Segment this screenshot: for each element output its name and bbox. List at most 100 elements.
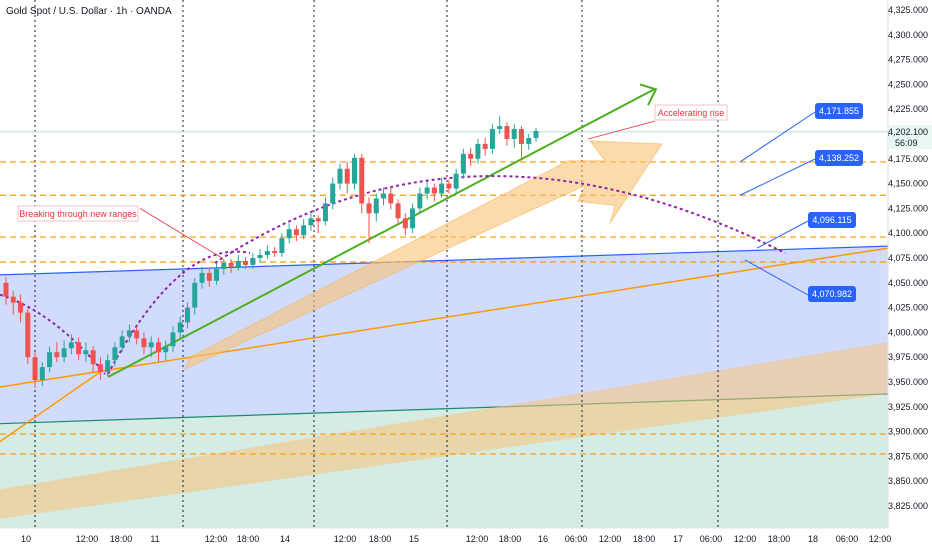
candle-body: [482, 143, 488, 149]
annotation-accelerating: Accelerating rise: [658, 108, 725, 118]
y-tick-label: 4,300.000: [888, 30, 928, 40]
x-tick-label: 18:00: [110, 534, 133, 544]
level-pointer-line: [744, 259, 809, 296]
candle-body: [119, 336, 125, 348]
candle-body: [388, 193, 394, 204]
candle-body: [221, 262, 227, 269]
candle-body: [279, 238, 285, 254]
candle-body: [359, 157, 365, 204]
candle-body: [439, 183, 445, 194]
candle-body: [286, 229, 292, 239]
candle-body: [366, 203, 372, 214]
candle-body: [54, 352, 60, 358]
candle-body: [25, 312, 31, 358]
candle-body: [381, 193, 387, 199]
candle-body: [170, 332, 176, 347]
candle-body: [3, 282, 9, 297]
candle-body: [163, 346, 169, 353]
level-label-box: [815, 103, 863, 119]
level-label-text: 4,171.855: [819, 106, 859, 116]
level-label-text: 4,138.252: [819, 153, 859, 163]
candle-body: [293, 229, 299, 236]
candle-body: [337, 168, 343, 184]
y-tick-label: 4,125.000: [888, 203, 928, 213]
candle-body: [228, 262, 234, 267]
x-tick-label: 12:00: [599, 534, 622, 544]
x-tick-label: 18:00: [369, 534, 392, 544]
level-pointer-line: [739, 111, 816, 163]
green-zone: [0, 393, 888, 528]
orange-trend-line: [0, 247, 889, 388]
current-price-countdown: 56:09: [895, 138, 918, 148]
y-tick-label: 4,100.000: [888, 228, 928, 238]
candle-body: [141, 338, 147, 348]
candle-body: [126, 330, 132, 337]
y-tick-label: 3,950.000: [888, 377, 928, 387]
candle-body: [315, 218, 321, 222]
candle-body: [134, 330, 140, 339]
candle-body: [235, 260, 241, 267]
candle-body: [199, 272, 205, 283]
candle-body: [410, 208, 416, 229]
x-tick-label: 18:00: [768, 534, 791, 544]
x-tick-label: 12:00: [869, 534, 892, 544]
y-tick-label: 4,150.000: [888, 179, 928, 189]
candle-body: [417, 193, 423, 209]
candle-body: [32, 357, 38, 381]
level-pointer-line: [756, 220, 809, 249]
orange-forecast-arrow: [184, 140, 663, 371]
candle-body: [272, 251, 278, 254]
candle-body: [308, 218, 314, 226]
channel-top-line: [0, 245, 889, 276]
annotation-box: [17, 205, 139, 222]
x-tick-label: 12:00: [466, 534, 489, 544]
x-tick-label: 10: [21, 534, 31, 544]
candle-body: [76, 342, 82, 355]
candle-body: [460, 153, 466, 174]
chart-title: Gold Spot / U.S. Dollar · 1h · OANDA: [6, 6, 172, 17]
candle-body: [489, 129, 495, 149]
x-tick-label: 18:00: [633, 534, 656, 544]
level-label-text: 4,096.115: [812, 215, 851, 225]
candle-body: [351, 157, 357, 184]
candle-body: [10, 296, 16, 303]
y-tick-label: 3,825.000: [888, 501, 928, 511]
level-pointer-line: [739, 158, 816, 196]
candle-body: [468, 153, 474, 159]
purple-arc-projection: [214, 175, 786, 264]
x-tick-label: 16: [538, 534, 548, 544]
candle-body: [39, 367, 45, 381]
annotation-breaking: Breaking through new ranges: [19, 209, 137, 219]
y-tick-label: 4,075.000: [888, 253, 928, 263]
candle-body: [322, 203, 328, 222]
candle-body: [112, 347, 118, 361]
annotation-pointer-line: [587, 120, 656, 140]
candle-body: [214, 268, 220, 281]
y-tick-label: 4,275.000: [888, 55, 928, 65]
level-label-text: 4,070.982: [812, 289, 852, 299]
y-tick-label: 3,875.000: [888, 451, 928, 461]
current-price-tag: [889, 124, 932, 149]
candle-body: [373, 198, 379, 214]
orange-band-lower: [0, 342, 888, 519]
y-tick-label: 3,850.000: [888, 476, 928, 486]
candle-body: [518, 129, 524, 144]
level-label-box: [815, 150, 863, 166]
level-label-box: [808, 212, 856, 228]
candle-body: [206, 272, 212, 281]
x-tick-label: 06:00: [700, 534, 723, 544]
candle-body: [301, 225, 307, 236]
candle-body: [155, 342, 161, 353]
candle-body: [250, 258, 256, 265]
y-tick-label: 4,325.000: [888, 5, 928, 15]
price-axis-background: [888, 0, 932, 550]
candle-body: [446, 183, 452, 189]
candle-body: [177, 322, 183, 333]
y-tick-label: 4,025.000: [888, 303, 928, 313]
orange-trend-line-short: [0, 371, 101, 443]
x-tick-label: 12:00: [734, 534, 757, 544]
y-tick-label: 4,225.000: [888, 104, 928, 114]
candle-body: [185, 307, 191, 323]
